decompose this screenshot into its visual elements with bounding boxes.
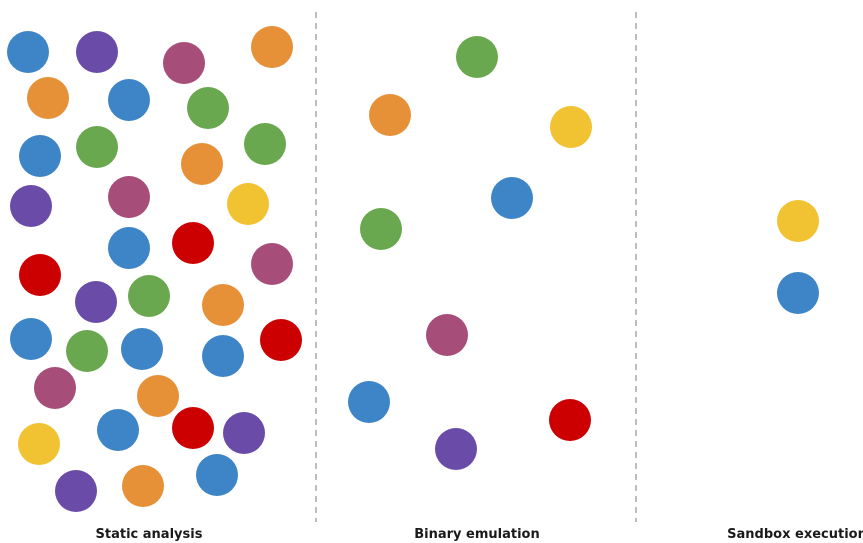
- dot-static-green: [128, 275, 170, 317]
- dot-static-blue: [196, 454, 238, 496]
- panel-label-sandbox: Sandbox execution: [727, 527, 863, 542]
- dot-static-blue: [108, 79, 150, 121]
- dot-static-blue: [97, 409, 139, 451]
- dot-static-orange: [137, 375, 179, 417]
- dot-static-magenta: [108, 176, 150, 218]
- dot-static-magenta: [163, 42, 205, 84]
- dot-static-orange: [181, 143, 223, 185]
- dot-static-purple: [223, 412, 265, 454]
- dot-sandbox-yellow: [777, 200, 819, 242]
- dot-static-magenta: [34, 367, 76, 409]
- dot-emulation-magenta: [426, 314, 468, 356]
- dot-emulation-yellow: [550, 106, 592, 148]
- dot-emulation-blue: [491, 177, 533, 219]
- dot-static-orange: [27, 77, 69, 119]
- dot-static-orange: [122, 465, 164, 507]
- dot-static-green: [187, 87, 229, 129]
- dot-static-green: [66, 330, 108, 372]
- panel-label-emulation: Binary emulation: [414, 527, 540, 542]
- dot-static-purple: [75, 281, 117, 323]
- dot-emulation-orange: [369, 94, 411, 136]
- dot-static-orange: [251, 26, 293, 68]
- dot-static-blue: [202, 335, 244, 377]
- dot-static-red: [260, 319, 302, 361]
- dot-emulation-purple: [435, 428, 477, 470]
- dot-static-red: [172, 222, 214, 264]
- panel-label-static: Static analysis: [96, 527, 203, 542]
- dot-static-yellow: [18, 423, 60, 465]
- dot-static-purple: [55, 470, 97, 512]
- dot-static-red: [172, 407, 214, 449]
- dot-emulation-green: [360, 208, 402, 250]
- dot-static-blue: [19, 135, 61, 177]
- dot-static-magenta: [251, 243, 293, 285]
- dot-static-yellow: [227, 183, 269, 225]
- dot-static-green: [244, 123, 286, 165]
- dot-static-green: [76, 126, 118, 168]
- dot-static-purple: [76, 31, 118, 73]
- dots-layer: [7, 26, 819, 512]
- dot-emulation-green: [456, 36, 498, 78]
- dot-static-red: [19, 254, 61, 296]
- dot-static-blue: [7, 31, 49, 73]
- dot-emulation-red: [549, 399, 591, 441]
- dot-emulation-blue: [348, 381, 390, 423]
- dot-static-orange: [202, 284, 244, 326]
- dot-static-blue: [121, 328, 163, 370]
- dot-sandbox-blue: [777, 272, 819, 314]
- dot-static-blue: [108, 227, 150, 269]
- dot-static-blue: [10, 318, 52, 360]
- dot-static-purple: [10, 185, 52, 227]
